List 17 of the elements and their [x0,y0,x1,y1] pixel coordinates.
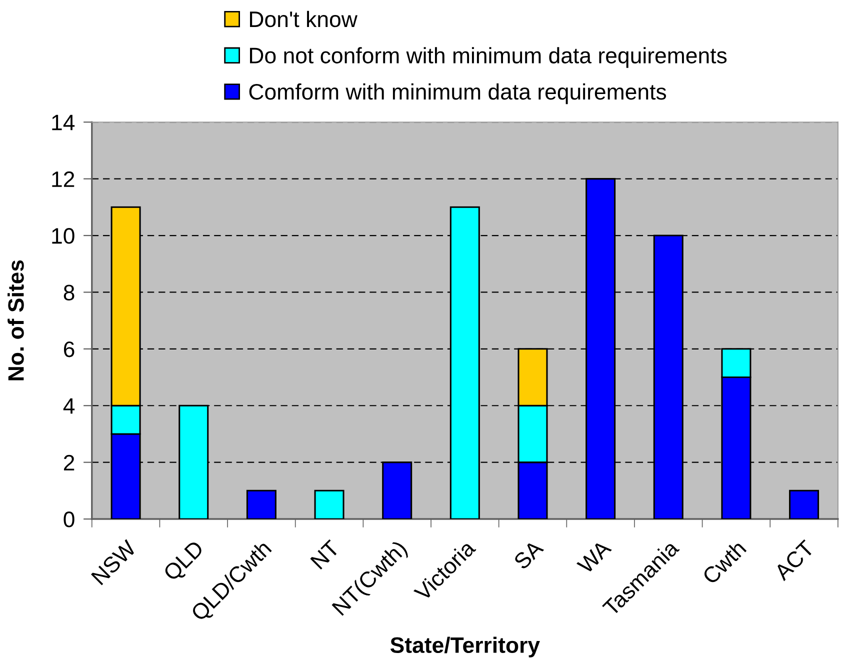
y-tick-label: 12 [52,171,74,187]
legend-label: Do not conform with minimum data requirements [250,47,727,68]
y-tick-label: 8 [64,284,74,300]
x-axis-title: State/Territory [390,636,540,658]
bar [314,490,344,520]
y-tick-label: 0 [64,512,74,528]
bar [246,490,276,520]
legend-label: Don't know [250,10,358,28]
legend-label: Comform with minimum data requirements [249,83,666,104]
y-tick-label: 2 [64,454,74,470]
x-tick-label: SA [512,538,544,570]
y-tick-label: 4 [63,398,75,414]
bar [789,490,820,520]
y-tick-label: 6 [64,341,74,358]
y-axis-title: No. of Sites [8,260,24,380]
y-tick-label: 10 [52,228,74,244]
y-tick-label: 14 [52,114,75,130]
